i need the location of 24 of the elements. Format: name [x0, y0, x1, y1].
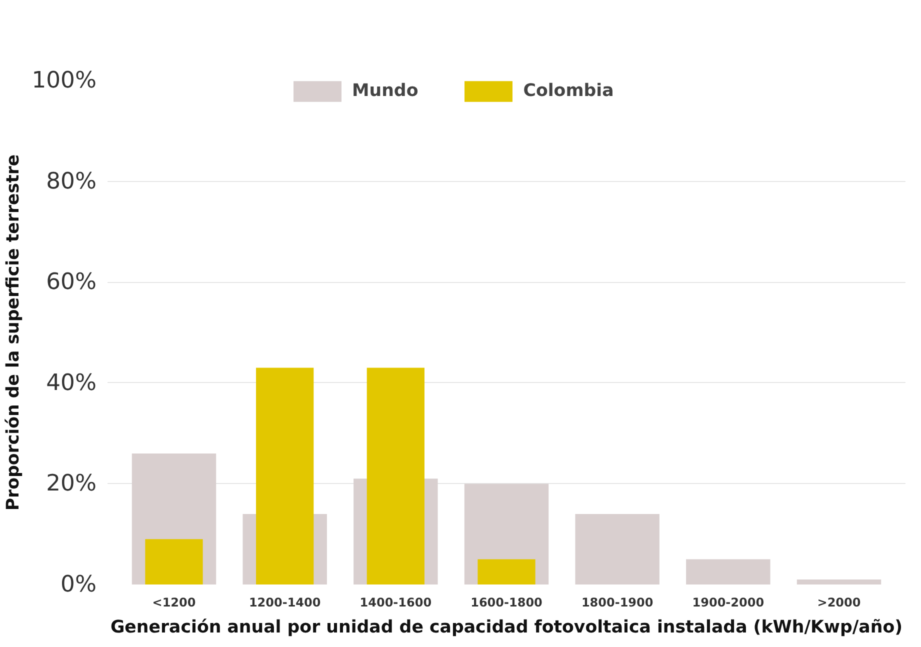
bar: [366, 368, 424, 584]
x-tick-label: 1200-1400: [248, 596, 321, 610]
y-axis-title: Proporción de la superficie terrestre: [4, 154, 24, 511]
legend-label: Mundo: [352, 81, 418, 101]
bar: [686, 559, 770, 584]
y-tick-label: 0%: [60, 572, 97, 598]
x-tick-label: <1200: [152, 596, 196, 610]
bar: [796, 579, 882, 584]
x-axis-title: Generación anual por unidad de capacidad fotovoltaica instalada (kWh/Kwp/año): [110, 618, 903, 638]
bar: [478, 559, 536, 584]
y-tick-label: 100%: [32, 68, 97, 94]
y-tick-label: 60%: [46, 269, 96, 296]
x-tick-label: 1800-1900: [581, 596, 654, 610]
x-tick-label: 1400-1600: [360, 596, 432, 610]
bar: [256, 368, 314, 584]
x-tick-label: >2000: [817, 596, 861, 610]
x-tick-label: 1600-1800: [470, 596, 542, 610]
y-tick-label: 20%: [46, 470, 96, 497]
x-tick-label: 1900-2000: [692, 596, 764, 610]
bar: [145, 539, 203, 584]
y-tick-label: 40%: [46, 370, 96, 396]
bar: [575, 514, 660, 584]
y-tick-label: 80%: [46, 168, 96, 194]
legend-label: Colombia: [523, 81, 614, 101]
